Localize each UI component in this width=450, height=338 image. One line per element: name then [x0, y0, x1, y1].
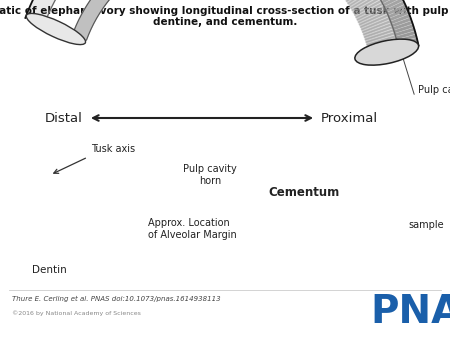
Polygon shape: [383, 0, 402, 6]
Polygon shape: [360, 15, 388, 28]
Polygon shape: [386, 2, 405, 11]
Polygon shape: [364, 26, 393, 38]
Polygon shape: [359, 11, 387, 25]
Polygon shape: [352, 0, 378, 11]
Ellipse shape: [355, 39, 418, 65]
Polygon shape: [388, 8, 408, 18]
Polygon shape: [387, 5, 406, 15]
Polygon shape: [358, 9, 386, 23]
Polygon shape: [346, 0, 372, 2]
Polygon shape: [392, 18, 411, 26]
Polygon shape: [367, 35, 396, 45]
Polygon shape: [363, 23, 392, 35]
Polygon shape: [395, 28, 414, 35]
Polygon shape: [351, 0, 377, 8]
Polygon shape: [397, 35, 417, 42]
Text: PNAS: PNAS: [370, 293, 450, 331]
Text: dentine, and cementum.: dentine, and cementum.: [153, 17, 297, 27]
Text: sample: sample: [408, 220, 444, 230]
Text: Proximal: Proximal: [321, 112, 378, 124]
Polygon shape: [382, 0, 400, 3]
Polygon shape: [394, 25, 414, 32]
Polygon shape: [353, 0, 380, 13]
Polygon shape: [365, 29, 394, 40]
Polygon shape: [398, 42, 418, 48]
Polygon shape: [393, 22, 413, 29]
Polygon shape: [72, 0, 260, 40]
Text: Pulp cavity
horn: Pulp cavity horn: [183, 164, 237, 186]
Polygon shape: [356, 3, 383, 18]
Text: Pulp cavity: Pulp cavity: [418, 85, 450, 95]
Text: Cementum: Cementum: [268, 186, 339, 198]
Polygon shape: [347, 0, 374, 4]
Polygon shape: [25, 0, 418, 50]
Text: Tusk axis: Tusk axis: [91, 144, 135, 154]
Polygon shape: [355, 0, 382, 16]
Polygon shape: [369, 48, 399, 56]
Polygon shape: [366, 32, 395, 43]
Polygon shape: [390, 11, 409, 21]
Polygon shape: [396, 32, 416, 39]
Polygon shape: [357, 6, 384, 20]
Polygon shape: [391, 15, 410, 23]
Polygon shape: [361, 18, 390, 30]
Text: Schematic of elephant ivory showing longitudinal cross-section of a tusk with pu: Schematic of elephant ivory showing long…: [0, 6, 450, 16]
Text: Distal: Distal: [45, 112, 83, 124]
Polygon shape: [368, 42, 397, 51]
Text: Approx. Location
of Alveolar Margin: Approx. Location of Alveolar Margin: [148, 218, 237, 240]
Polygon shape: [362, 21, 391, 33]
Polygon shape: [384, 0, 403, 9]
Polygon shape: [349, 0, 375, 6]
Polygon shape: [369, 45, 398, 53]
Polygon shape: [367, 39, 397, 48]
Text: Dentin: Dentin: [32, 265, 67, 275]
Text: ©2016 by National Academy of Sciences: ©2016 by National Academy of Sciences: [12, 310, 141, 316]
Text: Thure E. Cerling et al. PNAS doi:10.1073/pnas.1614938113: Thure E. Cerling et al. PNAS doi:10.1073…: [12, 296, 220, 302]
Ellipse shape: [26, 14, 86, 45]
Polygon shape: [397, 39, 417, 45]
